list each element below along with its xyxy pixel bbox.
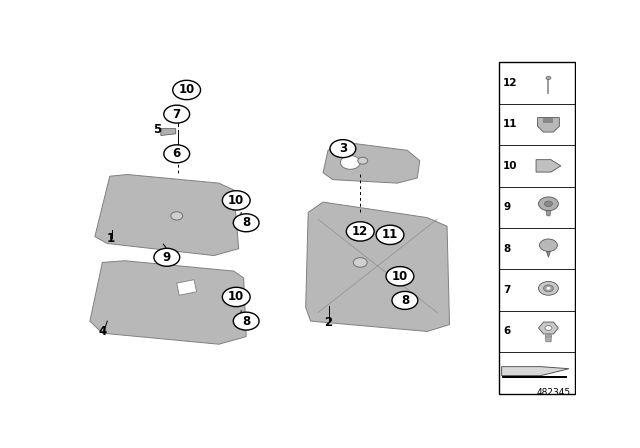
Polygon shape — [538, 322, 558, 334]
Circle shape — [376, 225, 404, 245]
Polygon shape — [161, 129, 176, 135]
Text: 482345: 482345 — [537, 388, 571, 397]
Polygon shape — [95, 174, 239, 255]
Text: 6: 6 — [173, 147, 181, 160]
Circle shape — [547, 287, 550, 290]
Circle shape — [545, 326, 552, 331]
Text: 4: 4 — [98, 325, 106, 338]
Circle shape — [340, 155, 360, 169]
Text: 9: 9 — [163, 251, 171, 264]
Text: 3: 3 — [339, 142, 347, 155]
Circle shape — [546, 76, 551, 80]
Text: 8: 8 — [242, 216, 250, 229]
Text: 5: 5 — [153, 123, 161, 136]
Polygon shape — [546, 211, 551, 216]
Text: 9: 9 — [503, 202, 510, 212]
Polygon shape — [547, 251, 550, 257]
Polygon shape — [545, 335, 552, 342]
Text: 2: 2 — [324, 316, 332, 329]
Circle shape — [164, 145, 189, 163]
Text: 7: 7 — [503, 285, 511, 295]
Polygon shape — [538, 117, 559, 132]
Text: 6: 6 — [503, 327, 510, 336]
Circle shape — [222, 287, 250, 306]
Circle shape — [540, 239, 557, 251]
Text: 1: 1 — [107, 232, 115, 245]
Polygon shape — [502, 375, 568, 379]
Circle shape — [538, 281, 558, 295]
Polygon shape — [502, 366, 569, 375]
Circle shape — [233, 312, 259, 330]
Text: 10: 10 — [228, 194, 244, 207]
Circle shape — [545, 201, 552, 207]
Circle shape — [386, 267, 414, 286]
Polygon shape — [543, 117, 554, 123]
Circle shape — [353, 258, 367, 267]
Circle shape — [330, 140, 356, 158]
Polygon shape — [536, 159, 561, 172]
Circle shape — [346, 222, 374, 241]
Text: 10: 10 — [228, 290, 244, 303]
Text: 10: 10 — [392, 270, 408, 283]
Circle shape — [358, 157, 367, 164]
Text: 7: 7 — [173, 108, 180, 121]
Circle shape — [392, 292, 418, 310]
Text: 8: 8 — [401, 294, 409, 307]
Text: 8: 8 — [242, 314, 250, 327]
Circle shape — [222, 191, 250, 210]
Circle shape — [233, 214, 259, 232]
Text: 8: 8 — [503, 244, 510, 254]
Circle shape — [173, 80, 200, 99]
Polygon shape — [306, 202, 449, 332]
Circle shape — [538, 197, 558, 211]
Circle shape — [164, 105, 189, 123]
Text: 11: 11 — [503, 120, 518, 129]
Text: 11: 11 — [382, 228, 398, 241]
Text: 10: 10 — [503, 161, 518, 171]
FancyBboxPatch shape — [499, 62, 575, 393]
Circle shape — [154, 248, 180, 266]
Text: 12: 12 — [503, 78, 518, 88]
Circle shape — [543, 285, 554, 292]
Text: 12: 12 — [352, 225, 369, 238]
Polygon shape — [177, 280, 196, 295]
Text: 10: 10 — [179, 83, 195, 96]
Polygon shape — [90, 261, 246, 344]
Polygon shape — [323, 142, 420, 183]
Circle shape — [171, 212, 182, 220]
